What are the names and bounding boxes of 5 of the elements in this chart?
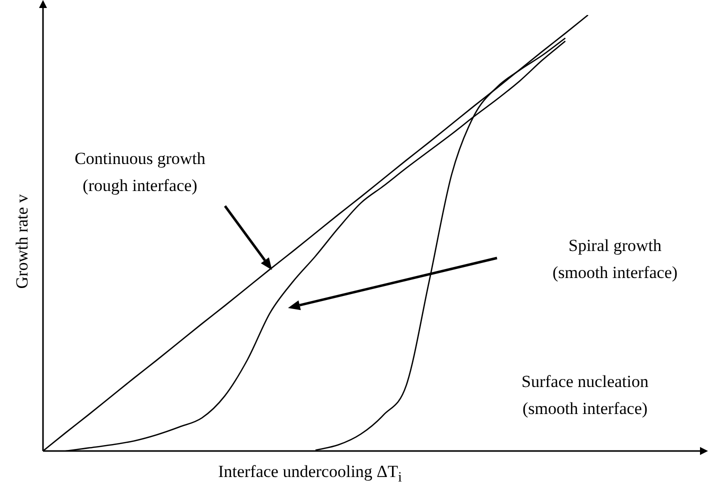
annotation: Spiral growth (smooth interface) [551,235,679,284]
y-axis-title: Growth rate v [12,193,32,291]
annotation: Surface nucleation (smooth interface) [520,371,650,420]
x-axis-title: Interface undercooling ΔT$_{i}$ [217,461,403,487]
annotation: Continuous growth (rough interface) [74,148,206,197]
